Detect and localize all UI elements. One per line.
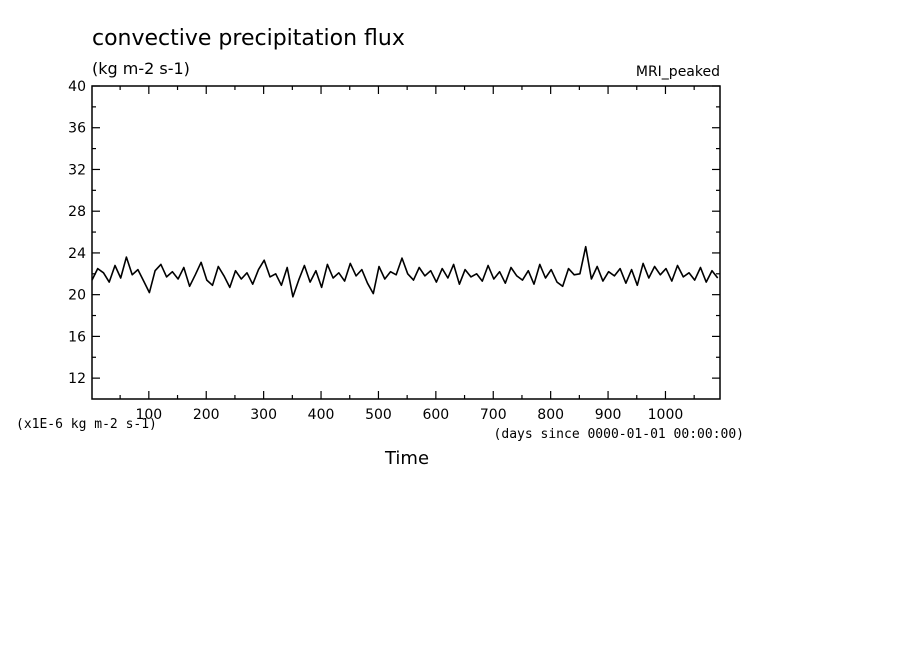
x-units-label: (days since 0000-01-01 00:00:00)	[494, 427, 744, 442]
y-tick-label: 32	[68, 162, 86, 178]
x-tick-label: 700	[480, 407, 507, 423]
scale-label: (x1E-6 kg m-2 s-1)	[16, 417, 157, 432]
series-line	[91, 245, 719, 298]
x-tick-label: 500	[365, 407, 392, 423]
y-tick-label: 28	[68, 204, 86, 220]
y-tick-label: 12	[68, 371, 86, 387]
chart-title: convective precipitation flux	[92, 26, 405, 51]
x-axis-label: Time	[384, 448, 429, 469]
y-tick-label: 16	[68, 329, 86, 345]
x-tick-label: 1000	[648, 407, 684, 423]
plot-frame	[91, 85, 721, 400]
y-tick-label: 20	[68, 288, 86, 304]
y-tick-label: 24	[68, 246, 86, 262]
x-tick-label: 300	[250, 407, 277, 423]
x-tick-label: 400	[308, 407, 335, 423]
x-tick-label: 600	[422, 407, 449, 423]
x-tick-label: 200	[193, 407, 220, 423]
model-label: MRI_peaked	[636, 64, 720, 80]
y-axis-ticks: 12 16 20 24 28 32 36 40	[68, 79, 720, 387]
x-tick-label: 100	[135, 407, 162, 423]
y-tick-label: 40	[68, 79, 86, 95]
x-tick-label: 800	[537, 407, 564, 423]
chart-units-label: (kg m-2 s-1)	[92, 59, 190, 78]
x-axis-ticks: 100 200 300 400 500 600 700 800 900 1000	[119, 86, 695, 423]
x-tick-label: 900	[595, 407, 622, 423]
y-tick-label: 36	[68, 121, 86, 137]
